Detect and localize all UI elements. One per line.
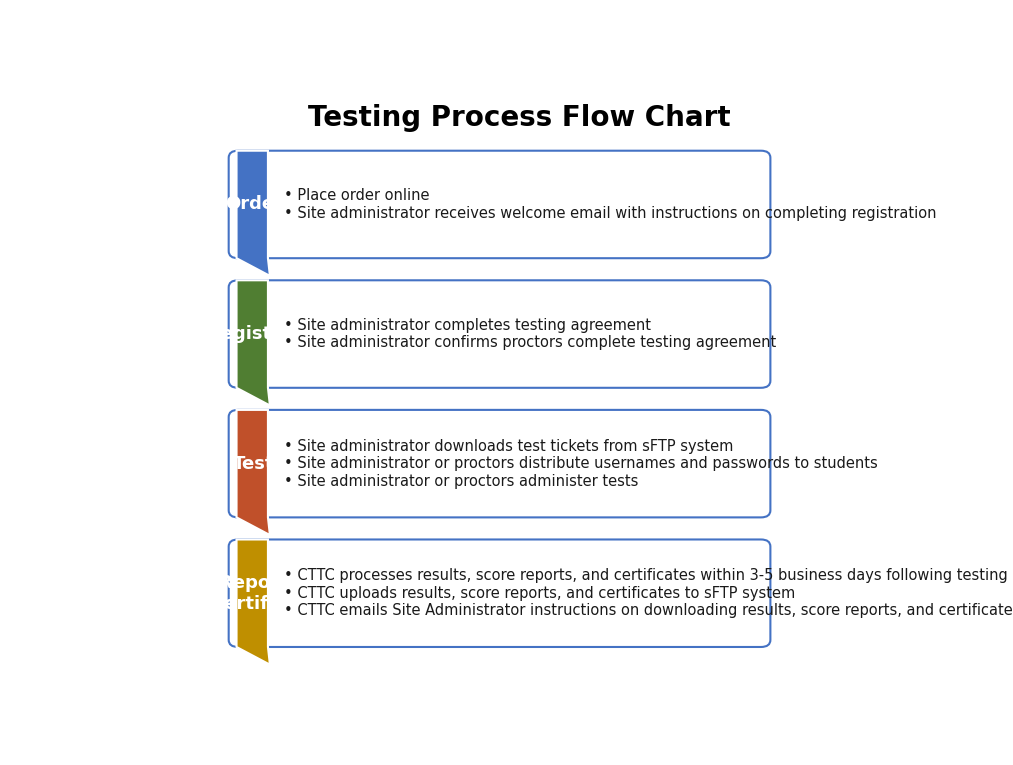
Text: Testing: Testing	[233, 454, 307, 473]
Text: • Site administrator or proctors administer tests: • Site administrator or proctors adminis…	[284, 474, 638, 489]
Text: • Site administrator confirms proctors complete testing agreement: • Site administrator confirms proctors c…	[284, 335, 776, 350]
Text: Registration: Registration	[208, 325, 332, 343]
FancyBboxPatch shape	[229, 151, 771, 259]
Text: • CTTC processes results, score reports, and certificates within 3-5 business da: • CTTC processes results, score reports,…	[284, 568, 1007, 584]
FancyBboxPatch shape	[229, 280, 771, 388]
Text: Reports &
Certificates: Reports & Certificates	[212, 574, 328, 613]
Text: • Place order online: • Place order online	[284, 188, 430, 203]
PathPatch shape	[237, 410, 269, 535]
FancyBboxPatch shape	[229, 410, 771, 517]
Text: • CTTC emails Site Administrator instructions on downloading results, score repo: • CTTC emails Site Administrator instruc…	[284, 603, 1013, 618]
Text: • CTTC uploads results, score reports, and certificates to sFTP system: • CTTC uploads results, score reports, a…	[284, 586, 795, 601]
Text: • Site administrator downloads test tickets from sFTP system: • Site administrator downloads test tick…	[284, 439, 733, 454]
FancyBboxPatch shape	[229, 539, 771, 647]
Text: • Site administrator or proctors distribute usernames and passwords to students: • Site administrator or proctors distrib…	[284, 456, 877, 471]
PathPatch shape	[237, 539, 269, 665]
Text: • Site administrator completes testing agreement: • Site administrator completes testing a…	[284, 317, 650, 333]
Text: • Site administrator receives welcome email with instructions on completing regi: • Site administrator receives welcome em…	[284, 206, 936, 220]
PathPatch shape	[237, 151, 269, 276]
Text: Ordering: Ordering	[225, 195, 315, 213]
Text: Testing Process Flow Chart: Testing Process Flow Chart	[308, 104, 730, 132]
PathPatch shape	[237, 280, 269, 405]
